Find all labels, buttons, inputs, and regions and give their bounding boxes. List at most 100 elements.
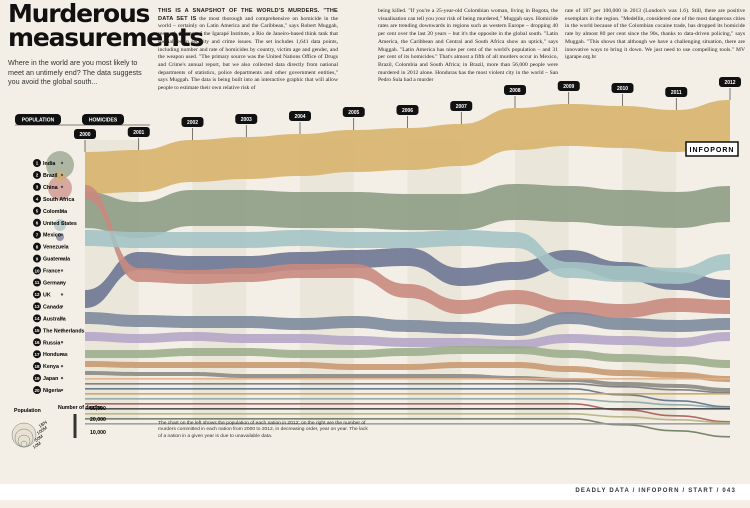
year-label: 2010 bbox=[617, 86, 628, 92]
country-name: China bbox=[43, 185, 58, 191]
body-column: rate of 187 per 100,000 in 2013 (London'… bbox=[565, 8, 745, 61]
country-dot bbox=[60, 388, 64, 392]
country-name: Colombia bbox=[43, 209, 67, 215]
country-badge bbox=[33, 362, 41, 371]
country-name: Mexico bbox=[43, 233, 62, 239]
country-number: 3 bbox=[36, 185, 39, 190]
country-dot bbox=[60, 257, 64, 260]
country-number: 13 bbox=[34, 304, 40, 309]
country-name: Germany bbox=[43, 281, 66, 287]
country-number: 14 bbox=[34, 316, 40, 321]
country-dot bbox=[60, 305, 64, 308]
note: The chart on the left shows the populati… bbox=[158, 421, 368, 439]
country-dot bbox=[60, 329, 64, 332]
population-circle bbox=[55, 171, 65, 181]
year-box bbox=[719, 77, 741, 87]
country-badge bbox=[33, 290, 41, 299]
country-badge bbox=[33, 254, 41, 263]
country-dot bbox=[60, 245, 64, 248]
brand: INFOPORN bbox=[690, 147, 735, 154]
year-label: 2005 bbox=[348, 110, 359, 116]
country-name: United States bbox=[43, 221, 77, 227]
body-column: THIS IS A SNAPSHOT OF THE WORLD'S MURDER… bbox=[158, 8, 338, 93]
year-box bbox=[181, 117, 204, 127]
country-name: India bbox=[43, 161, 55, 167]
year-box bbox=[74, 129, 96, 139]
legend-size: 1BN bbox=[38, 420, 48, 429]
country-number: 10 bbox=[34, 268, 40, 273]
legend-title: Population bbox=[14, 408, 41, 414]
country-badge bbox=[33, 218, 41, 227]
year-box bbox=[557, 81, 580, 91]
legend-circle bbox=[20, 440, 28, 448]
year-label: 2006 bbox=[402, 108, 413, 114]
stream bbox=[85, 398, 730, 409]
country-badge bbox=[33, 350, 41, 359]
stream bbox=[85, 361, 730, 382]
legend-size: 100M bbox=[36, 425, 48, 436]
country-dot bbox=[60, 161, 64, 165]
country-dot bbox=[60, 293, 64, 296]
country-name: France bbox=[43, 269, 60, 275]
stream bbox=[85, 184, 730, 238]
country-number: 12 bbox=[34, 292, 40, 297]
stream bbox=[85, 185, 730, 318]
country-dot bbox=[60, 376, 64, 380]
country-name: The Netherlands bbox=[43, 328, 85, 334]
country-number: 11 bbox=[35, 280, 40, 285]
section-label: HOMICIDES bbox=[89, 118, 118, 124]
stream bbox=[85, 332, 730, 349]
year-label: 2000 bbox=[79, 132, 90, 138]
country-name: Honduras bbox=[43, 352, 68, 358]
country-number: 2 bbox=[36, 173, 39, 178]
stream-chart: 2000 2001 2002 2003 2004 2005 2006 2007 2008 2009… bbox=[11, 77, 741, 450]
year-box bbox=[342, 107, 365, 117]
country-number: 7 bbox=[36, 232, 39, 237]
country-badge bbox=[33, 374, 41, 383]
country-name: Nigeria bbox=[43, 388, 61, 394]
country-name: South Africa bbox=[43, 197, 74, 203]
country-number: 19 bbox=[34, 376, 40, 381]
country-dot bbox=[60, 269, 64, 272]
country-dot bbox=[60, 221, 64, 224]
country-badge bbox=[33, 302, 41, 311]
legend-title: Number of deaths bbox=[58, 405, 102, 411]
legend-size: 10M bbox=[32, 440, 42, 449]
year-box bbox=[611, 83, 634, 93]
country-dot bbox=[60, 173, 64, 177]
country-badge bbox=[33, 159, 41, 167]
country-number: 5 bbox=[36, 209, 39, 214]
country-name: Guatemala bbox=[43, 257, 70, 263]
stream bbox=[85, 346, 730, 368]
year-box bbox=[450, 101, 473, 111]
country-badge bbox=[33, 338, 41, 347]
stream bbox=[85, 371, 730, 392]
country-number: 8 bbox=[36, 244, 39, 249]
population-circle bbox=[54, 219, 66, 231]
section-label: POPULATION bbox=[22, 118, 55, 124]
country-dot bbox=[60, 197, 64, 201]
year-box bbox=[289, 111, 311, 121]
column-shade bbox=[300, 140, 354, 420]
country-number: 15 bbox=[34, 328, 40, 333]
year-label: 2007 bbox=[456, 104, 467, 110]
country-dot bbox=[60, 281, 64, 284]
country-name: Russia bbox=[43, 340, 60, 346]
country-name: UK bbox=[43, 292, 51, 298]
country-dot bbox=[60, 353, 64, 356]
country-number: 9 bbox=[36, 256, 39, 261]
country-dot bbox=[60, 317, 64, 320]
legend-size: 20,000 bbox=[90, 417, 106, 423]
year-label: 2004 bbox=[294, 114, 305, 120]
intro: Where in the world are you most likely t… bbox=[8, 58, 142, 87]
country-number: 17 bbox=[34, 352, 40, 357]
body-text: the most thorough and comprehensive on h… bbox=[158, 15, 338, 92]
country-dot bbox=[60, 209, 64, 212]
stream bbox=[85, 100, 730, 194]
country-badge bbox=[33, 242, 41, 251]
country-dot bbox=[60, 233, 64, 236]
body-column: being killed. "If you're a 25-year-old C… bbox=[378, 8, 558, 84]
footer: DEADLY DATA / INFOPORN / START / 043 bbox=[575, 488, 736, 494]
legend-size: 50,000 bbox=[90, 406, 106, 412]
year-label: 2001 bbox=[133, 130, 144, 136]
